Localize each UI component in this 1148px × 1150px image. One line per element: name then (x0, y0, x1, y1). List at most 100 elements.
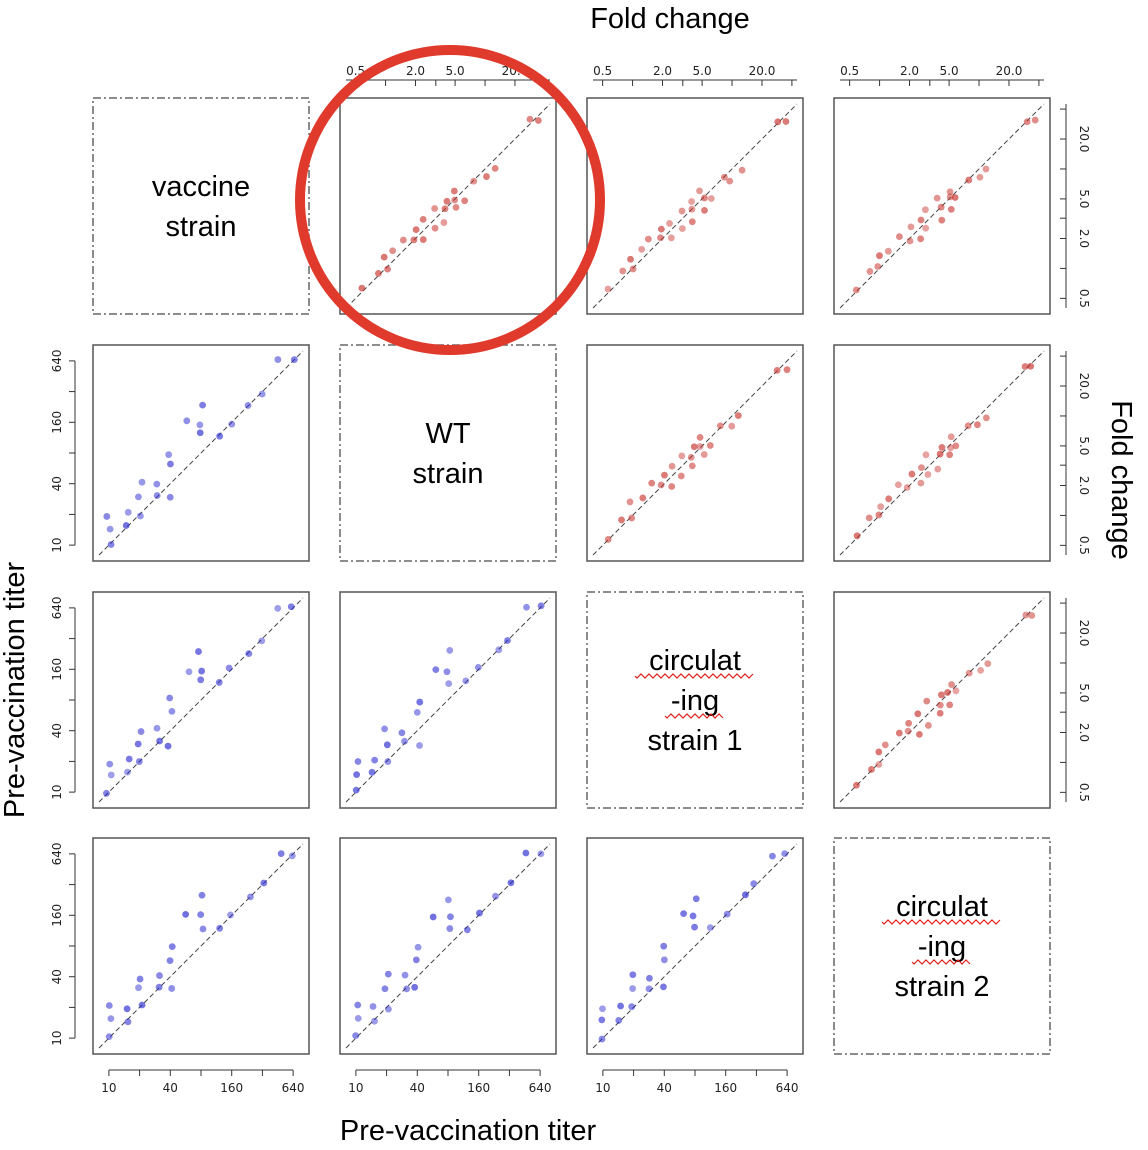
fold-change-point (1031, 116, 1039, 124)
fold-change-point (917, 479, 925, 487)
titer-point (660, 983, 667, 991)
titer-point (354, 1001, 362, 1009)
fold-change-point (946, 188, 954, 196)
tick-label: 5.0 (446, 64, 465, 78)
tick-label: 640 (529, 1081, 552, 1095)
titer-point (107, 1015, 115, 1023)
titer-point (381, 725, 389, 733)
titer-point (598, 1035, 606, 1043)
panel-r1-c3 (833, 344, 1051, 562)
titer-point (645, 985, 653, 993)
fold-change-point (419, 236, 427, 243)
titer-point (384, 970, 392, 978)
titer-point (522, 849, 530, 857)
fold-change-point (491, 164, 499, 172)
titer-point (274, 356, 282, 363)
strain-label-line: strain (166, 211, 237, 243)
fold-change-point (707, 195, 715, 202)
titer-point (504, 637, 511, 644)
fold-change-point (946, 701, 954, 709)
titer-point (166, 694, 174, 702)
titer-point (138, 478, 146, 486)
fold-change-point (716, 422, 724, 430)
titer-point (258, 390, 266, 398)
tick-label: 2.0 (1077, 476, 1091, 495)
tick-label: 2.0 (406, 64, 425, 78)
titer-point (537, 602, 545, 610)
panel-r3-c3: circulat -ing strain 2 (833, 837, 1051, 1055)
fold-change-point (431, 224, 439, 232)
fold-change-point (696, 187, 703, 195)
fold-change-point (917, 235, 925, 243)
fold-change-point (896, 233, 903, 240)
titer-point (247, 893, 254, 901)
titer-point (414, 943, 422, 951)
tick-label: 2.0 (1077, 723, 1091, 742)
titer-point (227, 911, 234, 919)
titer-point (195, 648, 202, 655)
titer-point (103, 789, 110, 797)
titer-point (153, 492, 161, 499)
tick-label: 40 (50, 969, 64, 984)
titer-point (615, 1017, 623, 1024)
tick-label: 40 (50, 723, 64, 738)
tick-label: 160 (50, 411, 64, 434)
titer-point (352, 786, 360, 794)
titer-point (383, 741, 391, 749)
fold-change-point (782, 118, 790, 125)
titer-point (258, 637, 266, 645)
fold-change-point (946, 451, 954, 459)
titer-point (153, 480, 161, 488)
titer-point (134, 740, 142, 748)
fold-change-point (984, 660, 992, 668)
titer-point (124, 768, 131, 776)
tick-label: 10 (595, 1081, 610, 1095)
fold-change-point (412, 226, 420, 234)
titer-point (244, 402, 252, 409)
tick-label: 10 (50, 537, 64, 552)
spellcheck-underline (911, 959, 971, 965)
strain-label-line: circulat (896, 891, 988, 923)
fold-change-point (687, 453, 695, 461)
strain-label-line: -ing (918, 931, 966, 963)
fold-change-point (874, 263, 882, 270)
titer-point (196, 421, 204, 429)
fold-change-point (922, 451, 930, 459)
titer-point (617, 1002, 624, 1010)
fold-change-point (688, 198, 696, 205)
fold-change-point (526, 115, 534, 123)
titer-point (354, 758, 362, 765)
titer-point (197, 676, 205, 684)
panel-r3-c0 (92, 837, 310, 1055)
fold-change-point (666, 220, 673, 227)
titer-point (183, 417, 191, 425)
fold-change-point (648, 479, 656, 487)
reference-line (345, 843, 551, 1049)
titer-point (168, 985, 176, 992)
tick-label: 0.5 (1077, 783, 1091, 802)
titer-point (628, 1003, 636, 1011)
titer-point (107, 541, 115, 548)
titer-point (166, 493, 174, 501)
fold-change-point (657, 481, 665, 489)
bottom-axis-title: Pre-vaccination titer (340, 1115, 597, 1147)
fold-change-point (452, 203, 460, 211)
spellcheck-underline (634, 673, 754, 679)
fold-change-point (944, 689, 951, 696)
fold-change-point (876, 252, 883, 260)
titer-point (290, 356, 298, 364)
fold-change-point (628, 514, 636, 522)
tick-label: 160 (714, 1081, 737, 1095)
titer-point (411, 983, 419, 991)
fold-change-point (657, 225, 665, 233)
fold-change-point (936, 701, 944, 709)
titer-point (138, 1001, 146, 1009)
tick-label: 20.0 (1077, 373, 1091, 400)
titer-point (495, 646, 503, 654)
titer-point (225, 664, 233, 672)
fold-change-point (688, 462, 696, 470)
titer-point (168, 943, 176, 951)
titer-point (462, 677, 470, 685)
titer-point (182, 911, 190, 918)
left-axis-row3: 10 40 160 640 (50, 842, 76, 1046)
